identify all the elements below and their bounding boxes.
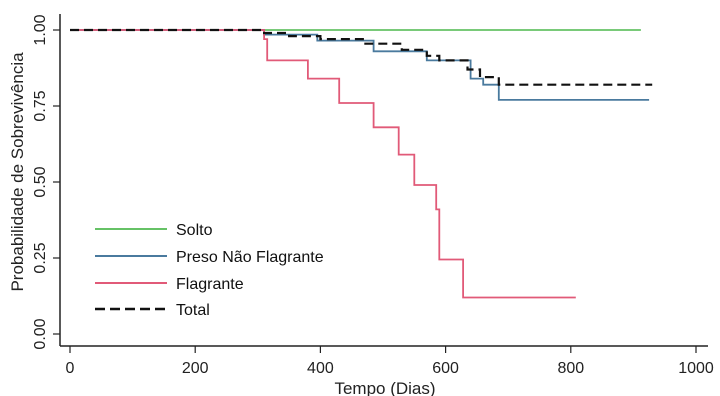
series-line-2: [70, 29, 576, 299]
plot-area: 0 200 400 600 800 1000 0.00 0.25 0.50 0.75 1.00: [32, 14, 714, 377]
x-ticks: 0 200 400 600 800 1000: [66, 346, 714, 377]
legend-label-solto: Solto: [176, 222, 213, 239]
legend-label-flagrante: Flagrante: [176, 276, 244, 293]
y-ticks: 0.00 0.25 0.50 0.75 1.00: [32, 14, 60, 350]
x-axis-title: Tempo (Dias): [334, 379, 435, 396]
series-line-1: [70, 29, 650, 101]
legend: Solto Preso Não Flagrante Flagrante Tota…: [95, 222, 324, 319]
x-tick-label: 600: [432, 360, 459, 377]
legend-label-total: Total: [176, 302, 210, 319]
x-tick-label: 400: [307, 360, 334, 377]
y-tick-label: 0.25: [32, 242, 49, 273]
series-lines: [70, 28, 653, 299]
x-tick-label: 800: [557, 360, 584, 377]
y-axis-title: Probabilidade de Sobrevivência: [8, 52, 27, 292]
y-tick-label: 0.50: [32, 166, 49, 197]
y-tick-label: 0.75: [32, 90, 49, 121]
series-line-3: [70, 28, 653, 86]
y-tick-label: 0.00: [32, 318, 49, 349]
x-tick-label: 200: [182, 360, 209, 377]
x-tick-label: 1000: [678, 360, 714, 377]
x-tick-label: 0: [66, 360, 75, 377]
y-tick-label: 1.00: [32, 14, 49, 45]
legend-label-preso-nao-flagrante: Preso Não Flagrante: [176, 249, 324, 266]
